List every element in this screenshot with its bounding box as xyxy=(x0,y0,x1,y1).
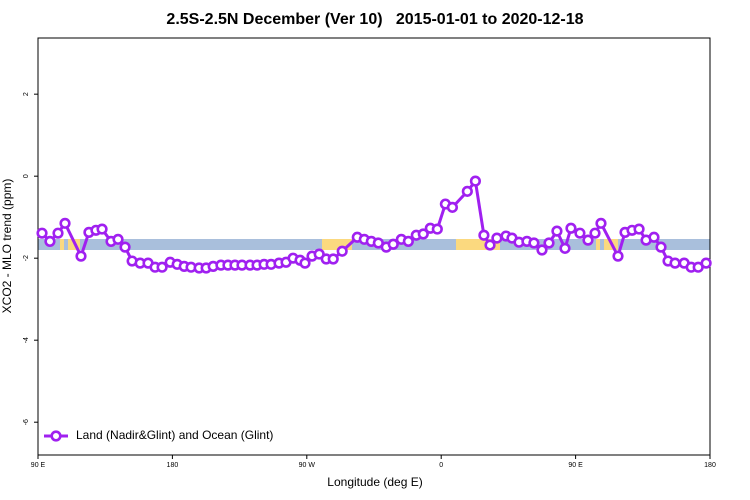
point xyxy=(59,217,71,229)
point xyxy=(387,238,399,250)
chart-title: 2.5S-2.5N December (Ver 10) 2015-01-01 t… xyxy=(166,11,583,28)
y-tick-label: -2 xyxy=(23,255,30,261)
y-tick-label: -4 xyxy=(23,337,30,343)
point xyxy=(44,235,56,247)
point xyxy=(336,245,348,257)
legend-marker xyxy=(50,430,62,442)
point xyxy=(565,222,577,234)
x-tick-label: 90 W xyxy=(299,462,316,469)
point xyxy=(633,223,645,235)
point xyxy=(469,175,481,187)
land-band xyxy=(596,239,600,250)
point xyxy=(559,242,571,254)
point xyxy=(648,231,660,243)
point xyxy=(402,235,414,247)
point xyxy=(484,239,496,251)
point xyxy=(543,237,555,249)
point xyxy=(574,227,586,239)
point xyxy=(52,227,64,239)
x-tick-label: 180 xyxy=(167,462,179,469)
land-band xyxy=(322,239,352,250)
x-tick-label: 90 E xyxy=(31,462,46,469)
point xyxy=(431,223,443,235)
point xyxy=(313,248,325,260)
x-tick-label: 0 xyxy=(439,462,443,469)
point xyxy=(582,234,594,246)
series-line xyxy=(40,177,707,270)
point xyxy=(417,228,429,240)
point xyxy=(612,250,624,262)
land-band xyxy=(60,239,64,250)
point xyxy=(461,185,473,197)
point xyxy=(551,225,563,237)
legend-box xyxy=(40,425,280,447)
point xyxy=(446,201,459,213)
point xyxy=(536,244,548,256)
x-tick-label: 180 xyxy=(704,462,716,469)
y-tick-label: -6 xyxy=(23,419,30,425)
x-tick-label: 90 E xyxy=(568,462,583,469)
point xyxy=(112,233,124,245)
legend-label: Land (Nadir&Glint) and Ocean (Glint) xyxy=(76,428,273,442)
y-tick-label: 2 xyxy=(23,92,30,96)
point xyxy=(528,237,540,249)
point xyxy=(156,261,168,273)
point xyxy=(478,229,490,241)
point xyxy=(491,232,503,244)
point xyxy=(299,257,311,269)
point xyxy=(36,227,48,239)
point xyxy=(655,241,667,253)
point xyxy=(75,250,87,262)
x-axis-title: Longitude (deg E) xyxy=(327,475,422,489)
point xyxy=(589,227,601,239)
point xyxy=(700,257,712,269)
point xyxy=(595,217,607,229)
land-band xyxy=(456,239,500,250)
legend: Land (Nadir&Glint) and Ocean (Glint) xyxy=(40,425,280,447)
point xyxy=(669,257,681,269)
y-tick-label: 0 xyxy=(23,174,30,178)
plot-frame xyxy=(37,37,711,456)
point xyxy=(119,241,131,253)
y-axis-title: XCO2 - MLO trend (ppm) xyxy=(0,179,14,314)
point xyxy=(327,253,339,265)
point xyxy=(96,223,108,235)
